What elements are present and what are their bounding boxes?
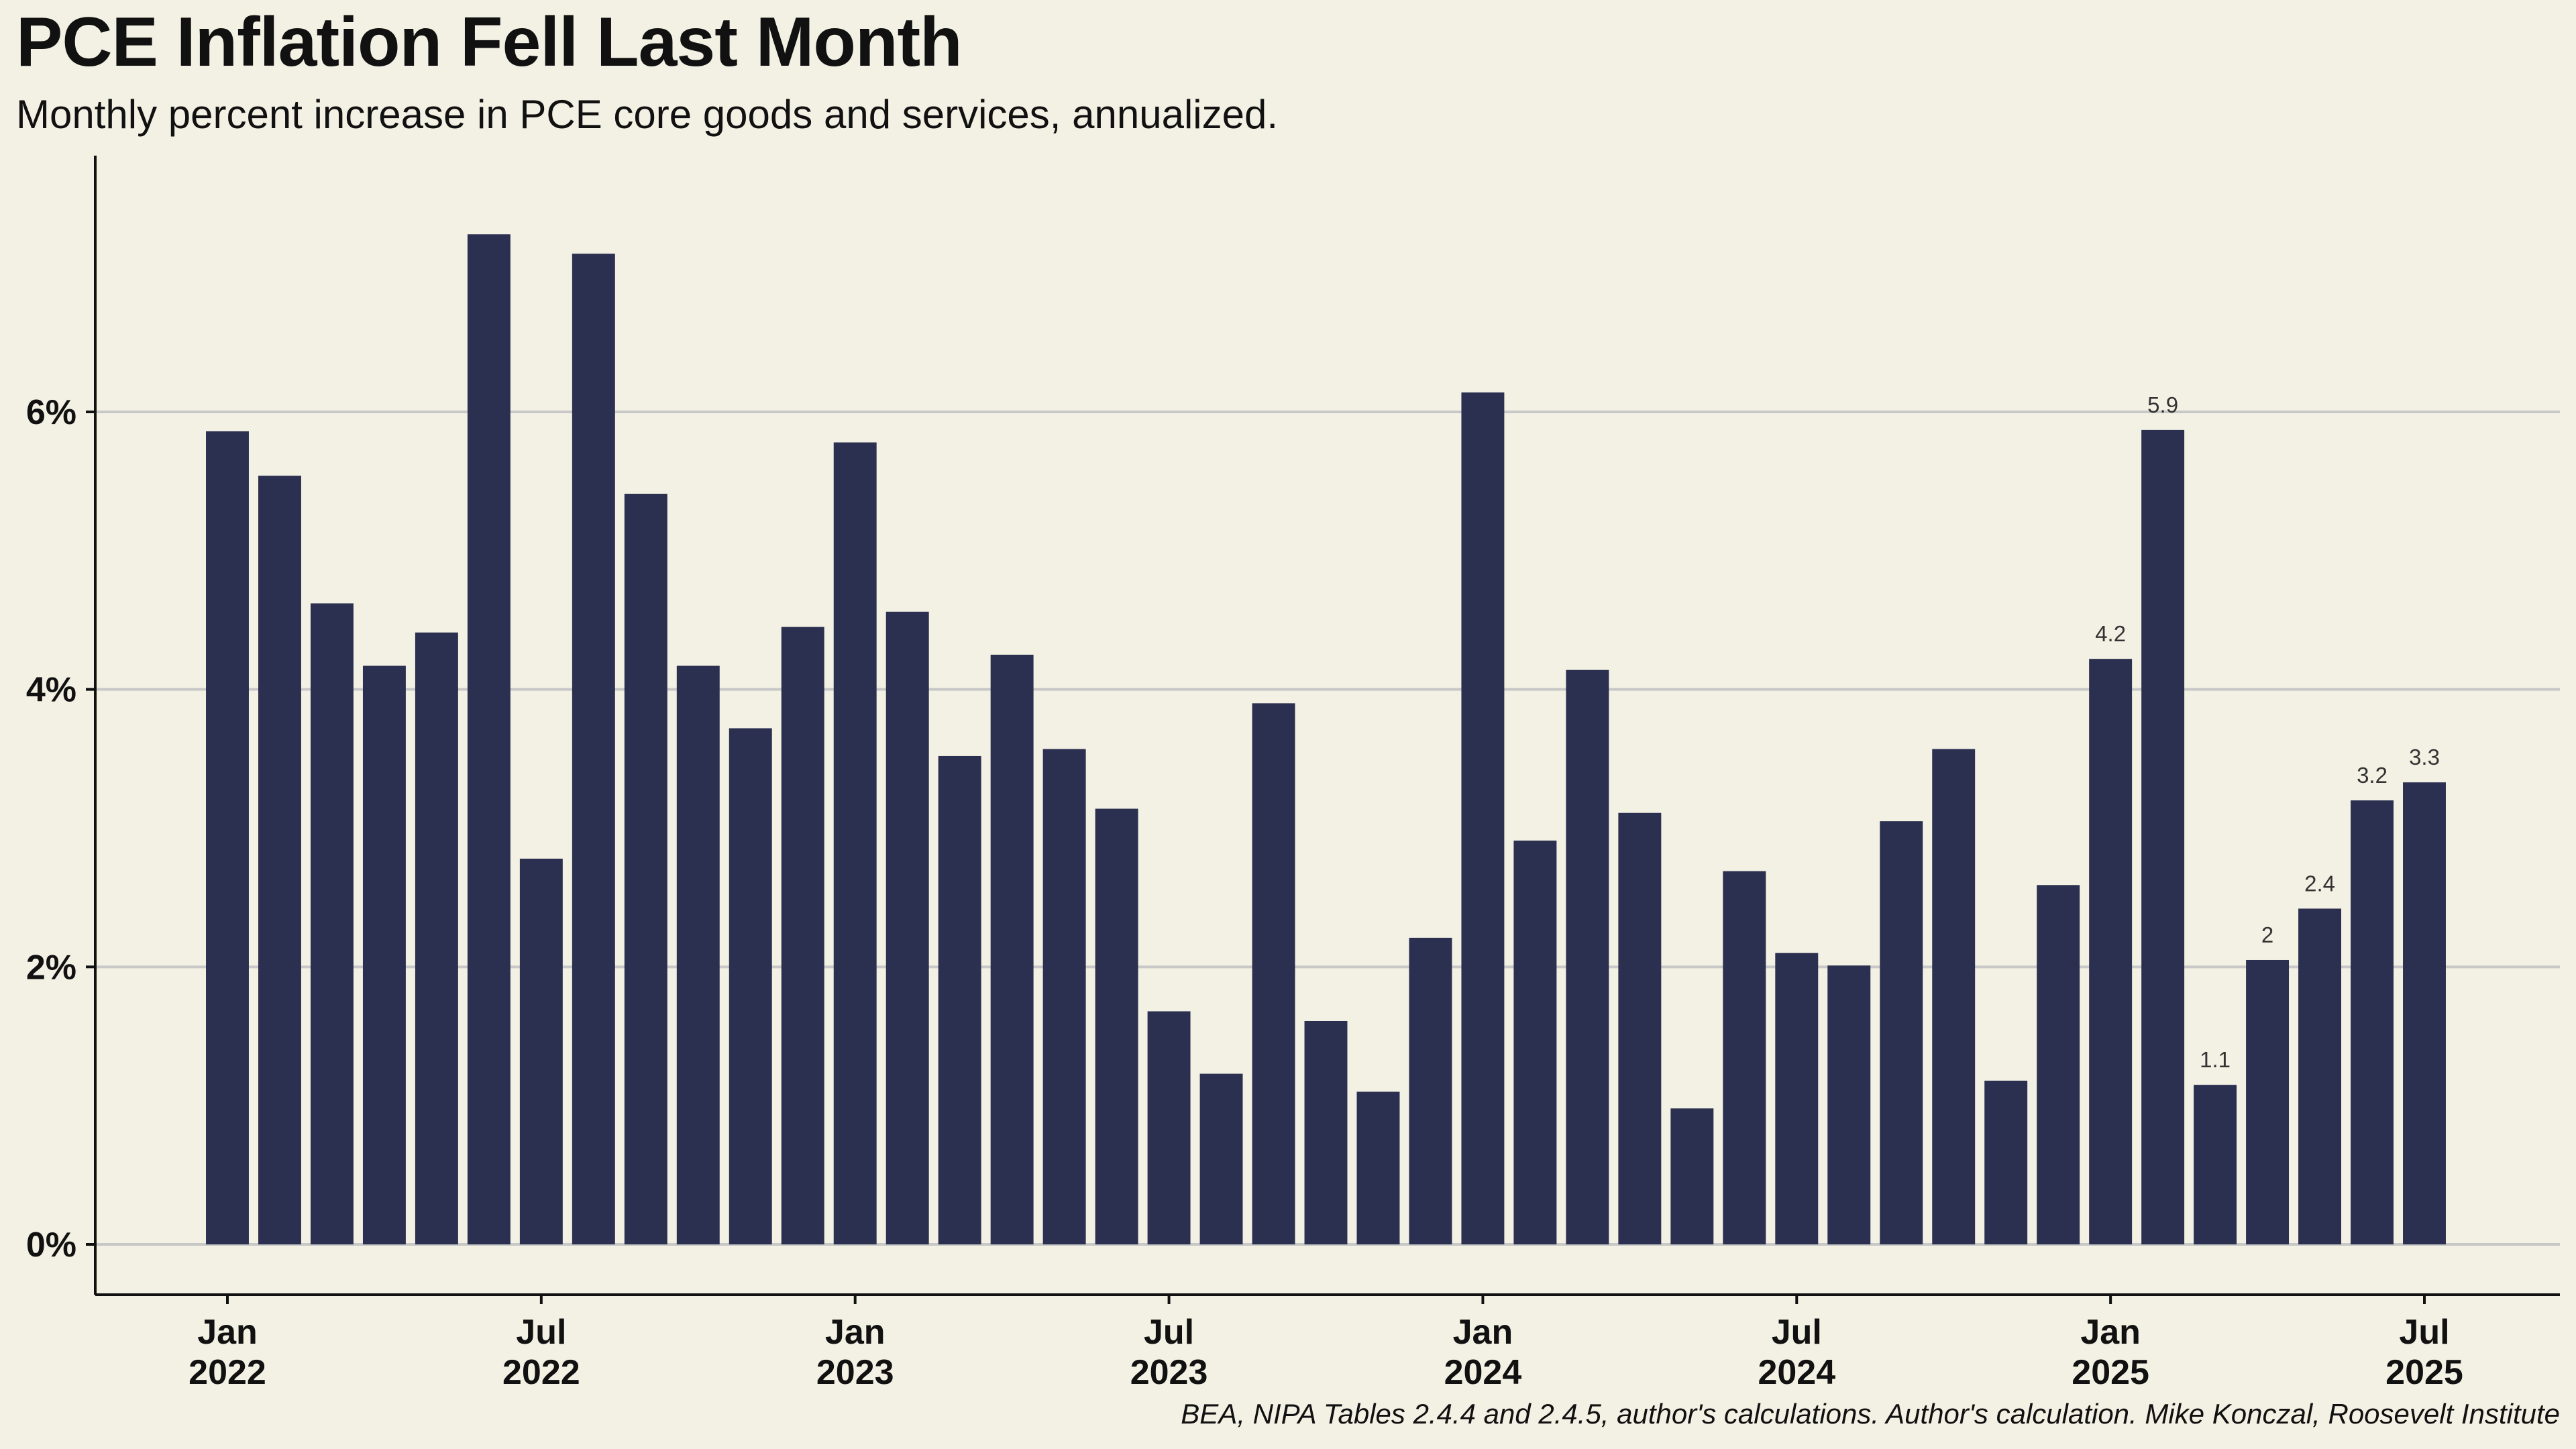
bar-2022-09 bbox=[624, 494, 667, 1244]
x-tick-label: Jan bbox=[825, 1313, 885, 1352]
x-tick-label: 2025 bbox=[2385, 1353, 2463, 1392]
chart-subtitle: Monthly percent increase in PCE core goo… bbox=[16, 92, 1279, 137]
bar-2022-10 bbox=[676, 665, 720, 1244]
bar-2024-01 bbox=[1461, 392, 1505, 1244]
bar-2024-10 bbox=[1932, 749, 1976, 1244]
x-tick-label: Jul bbox=[516, 1313, 566, 1352]
bar-2022-06 bbox=[467, 234, 511, 1245]
bar-2022-05 bbox=[415, 632, 458, 1244]
y-tick-label: 2% bbox=[26, 948, 76, 987]
y-tick-label: 4% bbox=[26, 671, 76, 710]
x-tick-label: 2023 bbox=[816, 1353, 894, 1392]
bar-2025-07 bbox=[2403, 782, 2446, 1244]
bar-2022-04 bbox=[362, 665, 406, 1244]
bar-2023-05 bbox=[1042, 749, 1086, 1244]
y-axis-ticks: 0% 2% 4% 6% bbox=[26, 393, 95, 1265]
bar-2024-09 bbox=[1880, 821, 1923, 1244]
bar-2025-04 bbox=[2246, 959, 2290, 1244]
bar-2025-03 bbox=[2194, 1085, 2237, 1244]
x-tick-label: 2024 bbox=[1758, 1353, 1835, 1392]
bar-2022-01 bbox=[206, 431, 249, 1244]
x-tick-label: Jan bbox=[1453, 1313, 1513, 1352]
bar-2023-01 bbox=[833, 442, 877, 1244]
data-label: 1.1 bbox=[2200, 1047, 2231, 1072]
bar-2025-05 bbox=[2298, 908, 2342, 1244]
x-tick-label: 2022 bbox=[502, 1353, 580, 1392]
y-tick-label: 6% bbox=[26, 393, 76, 432]
bar-2023-02 bbox=[885, 611, 929, 1244]
bar-2024-04 bbox=[1618, 812, 1662, 1244]
data-label: 4.2 bbox=[2095, 621, 2126, 646]
x-tick-label: Jul bbox=[2399, 1313, 2449, 1352]
bar-2022-02 bbox=[258, 476, 301, 1244]
bar-2024-05 bbox=[1670, 1108, 1714, 1244]
data-label: 3.3 bbox=[2409, 745, 2440, 769]
bar-2025-01 bbox=[2089, 659, 2133, 1244]
data-label: 5.9 bbox=[2147, 392, 2178, 417]
bar-2022-03 bbox=[310, 603, 354, 1244]
bar-2022-11 bbox=[729, 728, 772, 1244]
bar-2024-08 bbox=[1827, 965, 1871, 1244]
data-label: 2 bbox=[2261, 922, 2273, 947]
bars bbox=[206, 234, 2446, 1245]
bar-2022-12 bbox=[781, 627, 824, 1244]
bar-2024-07 bbox=[1775, 953, 1819, 1244]
x-tick-label: Jan bbox=[2080, 1313, 2141, 1352]
data-label: 2.4 bbox=[2304, 871, 2335, 896]
x-tick-label: 2025 bbox=[2072, 1353, 2149, 1392]
bar-2024-03 bbox=[1566, 669, 1609, 1244]
x-tick-label: 2023 bbox=[1130, 1353, 1208, 1392]
bar-2024-11 bbox=[1984, 1080, 2028, 1244]
x-tick-label: Jan bbox=[197, 1313, 258, 1352]
bar-2023-11 bbox=[1356, 1091, 1400, 1244]
x-tick-label: 2022 bbox=[189, 1353, 266, 1392]
bar-2022-08 bbox=[572, 254, 615, 1245]
y-tick-label: 0% bbox=[26, 1226, 76, 1265]
bar-2024-12 bbox=[2037, 885, 2080, 1244]
bar-2022-07 bbox=[519, 859, 563, 1244]
bar-2023-07 bbox=[1147, 1011, 1191, 1244]
bar-2025-02 bbox=[2141, 429, 2185, 1244]
chart-title: PCE Inflation Fell Last Month bbox=[16, 3, 963, 81]
x-axis-ticks: Jan2022Jul2022Jan2023Jul2023Jan2024Jul20… bbox=[189, 1295, 2463, 1392]
bar-2024-06 bbox=[1723, 871, 1766, 1244]
x-tick-label: 2024 bbox=[1444, 1353, 1522, 1392]
bar-2024-02 bbox=[1513, 841, 1557, 1244]
data-label: 3.2 bbox=[2357, 763, 2387, 788]
axes bbox=[94, 156, 2560, 1296]
bar-2023-12 bbox=[1409, 937, 1452, 1244]
x-tick-label: Jul bbox=[1772, 1313, 1822, 1352]
x-tick-label: Jul bbox=[1144, 1313, 1194, 1352]
bar-2023-10 bbox=[1304, 1020, 1348, 1244]
data-labels: 4.2 5.9 1.1 2 2.4 3.2 3.3 bbox=[2095, 392, 2440, 1072]
bar-2023-08 bbox=[1199, 1073, 1243, 1244]
source-caption: BEA, NIPA Tables 2.4.4 and 2.4.5, author… bbox=[1181, 1398, 2560, 1430]
bar-2023-06 bbox=[1095, 808, 1138, 1244]
bar-2023-03 bbox=[938, 755, 981, 1244]
bar-2023-09 bbox=[1252, 703, 1295, 1244]
bar-2025-06 bbox=[2351, 800, 2394, 1244]
bar-2023-04 bbox=[990, 654, 1034, 1244]
